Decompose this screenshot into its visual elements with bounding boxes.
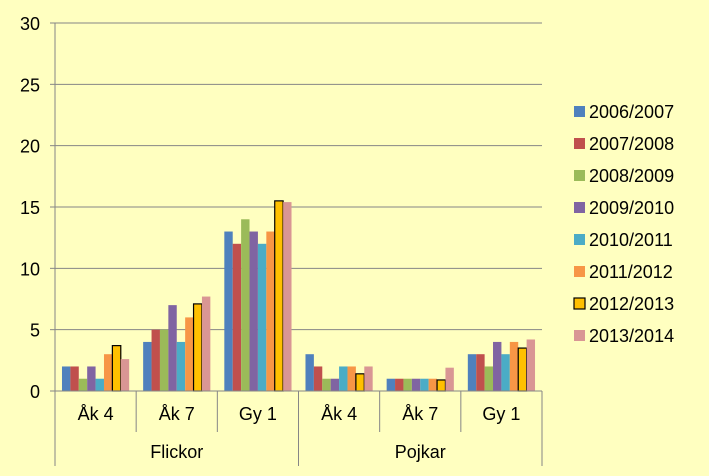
legend: 2006/2007 2007/2008 2008/2009 2009/2010 2010… (573, 102, 674, 346)
bar (87, 366, 96, 391)
x-tick-labels: Åk 4 Åk 7 Gy 1 Åk 4 Åk 7 Gy 1 Flickor Pojkar (78, 404, 521, 462)
bar (403, 378, 412, 391)
bar (103, 354, 113, 391)
legend-label: 2009/2010 (589, 198, 674, 218)
y-tick-label: 15 (20, 198, 40, 218)
bar (493, 341, 502, 391)
bar (70, 366, 79, 391)
legend-label: 2012/2013 (589, 294, 674, 314)
bar (411, 378, 421, 391)
bar (274, 200, 284, 392)
y-tick-label: 0 (30, 382, 40, 402)
y-tick-label: 25 (20, 75, 40, 95)
bar (78, 378, 88, 391)
bar (176, 341, 186, 391)
bar (476, 354, 485, 391)
legend-label: 2013/2014 (589, 326, 674, 346)
x-tick-label: Åk 4 (78, 404, 114, 424)
bar (241, 219, 250, 391)
bar (120, 359, 130, 391)
bar (517, 347, 528, 392)
bar (159, 329, 169, 391)
x-tick-label: Gy 1 (239, 404, 277, 424)
gridlines (55, 22, 542, 331)
bar (232, 243, 242, 391)
bar (151, 329, 160, 391)
legend-swatch (574, 330, 585, 341)
y-tick-label: 5 (30, 321, 40, 341)
legend-swatch (574, 202, 585, 213)
legend-label: 2006/2007 (589, 102, 674, 122)
bar (313, 366, 323, 391)
legend-swatch (574, 106, 585, 117)
group-label: Pojkar (395, 442, 446, 462)
bar (436, 379, 447, 392)
y-tick-label: 20 (20, 137, 40, 157)
y-tick-labels: 0 5 10 15 20 25 30 (20, 14, 40, 402)
bar (467, 354, 477, 391)
legend-swatch (574, 170, 585, 181)
legend-swatch (573, 297, 586, 310)
bar (95, 378, 104, 391)
x-tick-label: Gy 1 (482, 404, 520, 424)
bar (445, 367, 454, 391)
bar (428, 378, 438, 391)
bar (249, 231, 258, 391)
bars (61, 200, 536, 392)
legend-swatch (574, 138, 585, 149)
legend-label: 2008/2009 (589, 166, 674, 186)
bar (185, 317, 194, 391)
x-tick-label: Åk 7 (402, 404, 438, 424)
bar (509, 341, 519, 391)
bar (339, 366, 348, 391)
bar (501, 354, 510, 391)
bar (143, 341, 152, 391)
legend-label: 2007/2008 (589, 134, 674, 154)
bar (224, 231, 233, 391)
bar (386, 378, 396, 391)
legend-swatch (574, 234, 585, 245)
bar (330, 378, 340, 391)
x-tick-label: Åk 7 (159, 404, 195, 424)
bar (192, 303, 203, 392)
legend-label: 2010/2011 (589, 230, 673, 250)
bar (395, 378, 404, 391)
x-tick-label: Åk 4 (321, 404, 357, 424)
axes (50, 22, 543, 466)
y-tick-label: 10 (20, 259, 40, 279)
y-tick-label: 30 (20, 14, 40, 34)
bar (266, 231, 275, 391)
bar (347, 366, 356, 391)
bar (61, 366, 71, 391)
bar (355, 373, 365, 392)
bar (201, 296, 211, 391)
bar (305, 354, 314, 391)
legend-swatch (574, 266, 585, 277)
bar (526, 339, 536, 391)
bar (257, 243, 267, 391)
bar (484, 366, 494, 391)
bar (283, 202, 292, 391)
bar (364, 366, 373, 391)
legend-label: 2011/2012 (589, 262, 673, 282)
bar (322, 378, 331, 391)
bar (420, 378, 429, 391)
group-label: Flickor (150, 442, 203, 462)
bar (111, 345, 122, 392)
bar (168, 305, 177, 391)
